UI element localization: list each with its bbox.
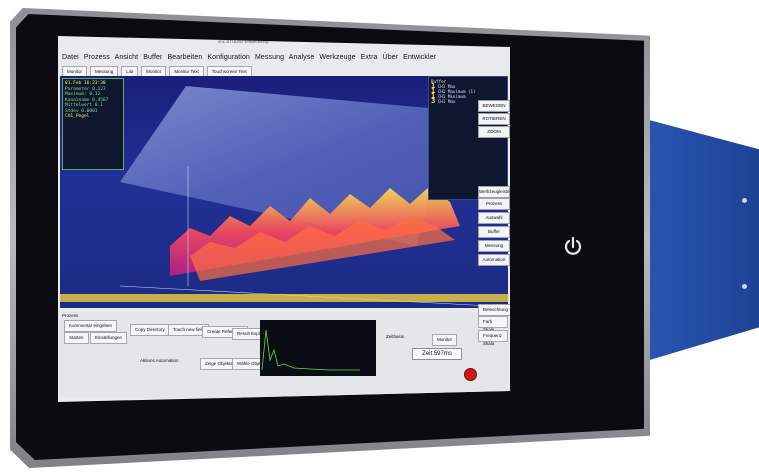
info-box: 01.Feb 16:23:30 Parameter 0.123 Maximum:… [62, 78, 124, 170]
app-screen: imc STUDIO Entwicklung Datei Prozess Ans… [58, 36, 510, 402]
toolbar-label: Werkzeugleiste [478, 186, 510, 198]
buffer-index: 1 [431, 87, 436, 95]
start-button[interactable]: Starten [64, 332, 89, 344]
menu-item[interactable]: Entwickler [403, 54, 437, 61]
bottom-panel: Prozess Kommentar eingeben Starten Einst… [60, 304, 510, 398]
timebase-label: Zeitbasis [386, 334, 405, 339]
buffer-label: CH1 Max [437, 99, 456, 104]
frequency-scale-button[interactable]: Frequenz Skala [478, 330, 508, 346]
buffer-button[interactable]: Buffer [478, 226, 510, 238]
info-date: 01.Feb 16:23:30 [65, 81, 106, 86]
info-line: Kanalname 0.4567 [65, 97, 109, 103]
move-button[interactable]: BEWEGEN [478, 100, 510, 112]
automation-button[interactable]: Automation [478, 254, 510, 266]
lighting-button[interactable]: Beleuchtung [478, 304, 510, 316]
screw-hole [742, 122, 747, 127]
settings-button[interactable]: Einstellungen [90, 332, 128, 344]
rotate-button[interactable]: ROTIEREN [478, 113, 510, 125]
panel-label: Prozess [62, 313, 79, 318]
menu-item[interactable]: Extra [360, 54, 378, 61]
menu-item[interactable]: Konfiguration [207, 54, 250, 61]
window-title: imc STUDIO Entwicklung [218, 39, 269, 44]
record-button[interactable] [464, 368, 477, 381]
menu-item[interactable]: Werkzeuge [319, 54, 356, 61]
menu-item[interactable]: Über [382, 54, 399, 61]
info-line: Mittelwert 0.1 [65, 103, 103, 108]
monitor-button[interactable]: Monitor [432, 334, 458, 346]
screw-hole [742, 284, 747, 289]
waterfall-spectrum [60, 166, 508, 307]
copy-directory-button[interactable]: Copy Directory [130, 324, 170, 336]
info-highlight: CH1_Pegel [65, 114, 90, 119]
power-icon[interactable] [562, 236, 584, 258]
menu-item[interactable]: Messung [254, 54, 285, 61]
menu-item[interactable]: Buffer [143, 54, 163, 61]
menu-item[interactable]: Prozess [83, 54, 110, 61]
color-scale-button[interactable]: Farb Skala [478, 316, 508, 332]
toolbar-button[interactable]: Lila [121, 66, 139, 78]
buffer-index: 1 [431, 92, 436, 100]
mini-spectrum-plot [260, 320, 376, 376]
info-line: Maximum: 0.12 [65, 92, 101, 97]
screw-hole [742, 198, 747, 203]
process-button[interactable]: Prozess [478, 198, 510, 210]
comment-button[interactable]: Kommentar eingeben [64, 320, 118, 332]
mini-spectrum [261, 329, 360, 371]
buffer-label: CH1 Max [437, 84, 456, 89]
select-button[interactable]: Auswahl [478, 212, 510, 224]
info-line: Stdev 0.0001 [65, 108, 98, 114]
buffer-overlay: Buffer 1 CH1 Max 1 CH1 Maximum (1) 1 CH1… [428, 76, 508, 200]
spectrum-strip [60, 294, 508, 302]
menu-item[interactable]: Ansicht [114, 54, 139, 61]
automation-checkbox-label[interactable]: Aktions Automation [140, 358, 179, 363]
buffer-index: 1 [431, 82, 436, 90]
menu-item[interactable]: Datei [62, 54, 79, 61]
waterfall-plot[interactable]: 01.Feb 16:23:30 Parameter 0.123 Maximum:… [60, 76, 508, 308]
buffer-label: CH1 Minimum [437, 94, 466, 99]
menu-bar: Datei Prozess Ansicht Buffer Bearbeiten … [62, 54, 439, 61]
menu-item[interactable]: Bearbeiten [167, 54, 203, 61]
screw-hole [742, 338, 747, 343]
zoom-button[interactable]: ZOOM [478, 126, 510, 138]
buffer-index: 3 [431, 97, 436, 105]
menu-item[interactable]: Analyse [288, 54, 315, 61]
info-line: Parameter 0.123 [65, 86, 106, 92]
buffer-header: Buffer [431, 79, 447, 84]
buffer-label: CH1 Maximum (1) [437, 89, 476, 94]
time-display: Zeit:597ms [412, 348, 462, 360]
measurement-button[interactable]: Messung [478, 240, 510, 252]
